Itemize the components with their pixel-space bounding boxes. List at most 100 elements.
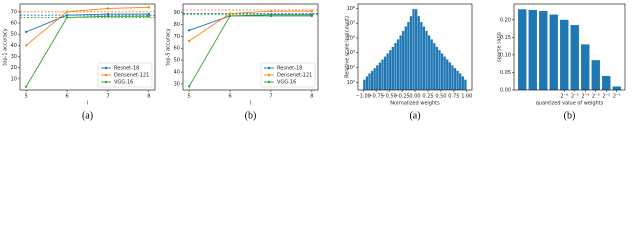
histogram-bar: [425, 30, 428, 90]
histogram-bar: [373, 68, 376, 90]
histogram-bar: [368, 73, 371, 90]
series-line: [25, 13, 149, 33]
x-tick-label: 6: [228, 94, 231, 100]
histogram-bar: [433, 43, 436, 90]
y-tick-label: 40: [11, 43, 17, 49]
y-tick-label: 0.10: [500, 52, 511, 58]
histogram-bar: [440, 53, 444, 90]
x-tick-label: −0.75: [368, 94, 383, 100]
caption: (a): [82, 110, 93, 121]
bar: [602, 75, 611, 90]
point: [65, 13, 69, 17]
series-line: [188, 14, 312, 31]
bar: [549, 14, 558, 91]
point: [106, 7, 110, 10]
legend-box: [260, 62, 316, 88]
y-tick-label: 20: [11, 65, 17, 71]
histogram-bar: [461, 76, 464, 90]
series-line: [25, 6, 149, 46]
point: [310, 14, 314, 18]
y-tick-label: 10³: [347, 50, 355, 56]
point: [24, 85, 28, 88]
x-tick-label: 5: [188, 94, 191, 100]
x-tick-label: 0.25: [422, 94, 433, 100]
y-tick-label: 10⁴: [347, 35, 355, 41]
histogram-bar: [383, 56, 387, 90]
caption: (b): [245, 110, 257, 121]
x-axis-label: l: [87, 101, 88, 107]
series-line: [188, 15, 312, 87]
x-tick-label: 8: [310, 94, 313, 100]
bar: [518, 9, 527, 91]
x-tick-label: 2⁻³: [592, 94, 600, 100]
histogram-bar: [391, 46, 394, 90]
histogram-bar: [402, 30, 405, 90]
legend-marker: [267, 66, 271, 70]
legend-label: Densenet-121: [277, 73, 312, 79]
histogram-bar: [456, 70, 459, 90]
x-axis-label: quantized value of weights: [536, 101, 604, 107]
point: [24, 44, 28, 47]
histogram-bar: [427, 35, 431, 90]
bar: [528, 9, 537, 91]
point: [147, 15, 151, 18]
y-tick-label: 0.00: [500, 88, 511, 94]
y-axis-label: top-5 accuracy: [166, 28, 172, 65]
y-tick-label: 50: [11, 32, 17, 38]
y-tick-label: 70: [174, 34, 180, 40]
histogram-bar: [363, 79, 366, 90]
histogram-bar: [407, 22, 410, 90]
y-tick-label: 0.15: [500, 35, 511, 41]
legend-marker: [267, 80, 271, 84]
x-axis-label: l: [250, 101, 251, 107]
histogram-bar: [409, 16, 413, 90]
histogram-bar: [422, 26, 426, 91]
point: [269, 9, 273, 13]
legend-marker: [104, 66, 108, 70]
y-tick-label: 30: [174, 82, 180, 88]
point: [24, 30, 28, 34]
y-tick-label: 0.05: [500, 70, 511, 76]
histogram-bar: [459, 73, 462, 90]
histogram-bar: [370, 70, 374, 90]
y-axis-label: top-1 accuracy: [3, 28, 9, 65]
bar: [581, 44, 590, 90]
histogram-bar: [430, 39, 433, 90]
x-tick-label: −0.50: [381, 94, 396, 100]
y-tick-label: 50: [174, 58, 180, 64]
histogram-bar: [376, 65, 379, 90]
histogram-bar: [417, 16, 420, 90]
axes-frame: [357, 3, 473, 91]
histogram-bar: [446, 59, 449, 90]
x-tick-label: −0.25: [394, 94, 409, 100]
bar: [539, 11, 548, 90]
x-tick-label: 2⁻²: [602, 94, 610, 100]
x-tick-label: 0.50: [435, 94, 446, 100]
histogram-bar: [420, 22, 423, 90]
point: [228, 12, 232, 15]
histogram-bar: [381, 59, 384, 90]
y-tick-label: 10⁵: [347, 21, 355, 27]
x-tick-label: 1.00: [461, 94, 472, 100]
axes-frame: [182, 3, 319, 91]
legend-label: Resnet-18: [114, 66, 139, 72]
legend-marker: [104, 80, 108, 84]
histogram-bar: [412, 9, 415, 91]
y-tick-label: 80: [174, 22, 180, 28]
y-tick-label: 70: [11, 9, 17, 15]
caption: (b): [564, 110, 576, 121]
histogram-bar: [399, 35, 402, 90]
histogram-bar: [389, 50, 392, 90]
axes-frame: [19, 3, 156, 91]
legend-label: Densenet-121: [114, 73, 149, 79]
histogram-bar: [378, 62, 382, 90]
histogram-bar: [435, 46, 439, 90]
legend-marker: [104, 73, 108, 77]
y-axis-label: sparse ratio: [497, 32, 503, 62]
point: [147, 6, 151, 9]
histogram-bar: [451, 65, 454, 90]
y-tick-label: 0.20: [500, 17, 511, 23]
point: [65, 16, 69, 19]
x-tick-label: 7: [269, 94, 272, 100]
